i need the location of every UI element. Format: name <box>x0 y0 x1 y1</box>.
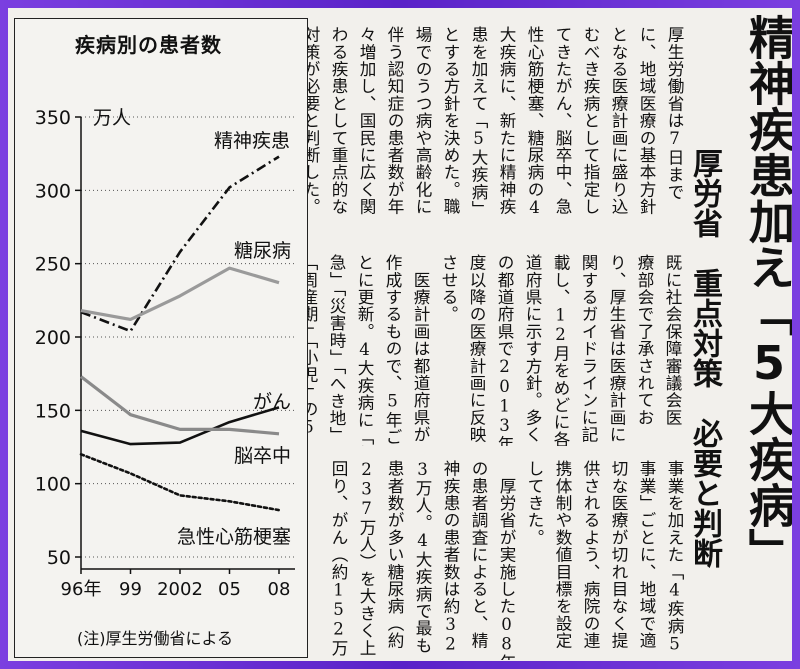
article-line: 載し、12月をめどに各都 <box>551 254 570 446</box>
article-body-tier1: 厚生労働省は7日まで に、地域医療の基本方針 となる医療計画に盛り込 むべき疾病… <box>308 26 688 244</box>
article-line: となる医療計画に盛り込 <box>609 26 628 216</box>
article-line: てきたがん、脳卒中、急 <box>553 26 572 216</box>
article-line: 「周産期」「小児」の5 <box>308 254 318 438</box>
x-tick-label: 08 <box>268 579 291 600</box>
y-tick-label: 250 <box>35 254 71 276</box>
article-line: 対策が必要と判断した。 <box>308 26 320 216</box>
article-line: に、地域医療の基本方針 <box>637 26 656 216</box>
article-line: 事業を加えた「4疾病5 <box>665 460 684 654</box>
y-tick-label: 200 <box>35 327 71 349</box>
series-label: 精神疾患 <box>214 130 290 152</box>
y-tick-label: 300 <box>35 180 71 202</box>
subhead-text: 重点対策 必要と判断 <box>687 268 722 568</box>
patient-count-chart: 疾病別の患者数 50 100 150 200 250 300 350 万人 96年 99 2002 0… <box>14 18 308 658</box>
article-line: 切な医療が切れ目なく提 <box>609 460 628 650</box>
series-line <box>80 266 280 321</box>
article-line: の都道府県で2013年 <box>495 254 514 446</box>
series-line <box>80 406 280 446</box>
article-body-tier2: 既に社会保障審議会医 療部会で了承されてお り、厚生省は医療計画に 関するガイド… <box>308 254 686 446</box>
article-line: 神疾患の患者数は約32 <box>441 460 460 654</box>
series-line <box>80 375 280 436</box>
article-line: 供されるよう、病院の連 <box>581 460 600 650</box>
article-line: 療部会で了承されてお <box>635 254 654 426</box>
x-tick-label: 99 <box>119 579 142 600</box>
article-line: 既に社会保障審議会医 <box>663 254 682 426</box>
article-line: とに更新。4大疾病に「救 <box>355 254 374 446</box>
series-label: 糖尿病 <box>234 240 291 262</box>
article-line: 大疾病に、新たに精神疾 <box>497 26 516 216</box>
series-label: がん <box>253 391 291 413</box>
article-line: 携体制や数値目標を設定 <box>553 460 572 650</box>
article-line: 回り、がん（約152万 <box>329 460 348 657</box>
article-line: 厚労省が実施した08年 <box>497 460 516 660</box>
article-line: 237万人）を大きく上 <box>357 460 376 657</box>
series-label: 急性心筋梗塞 <box>177 526 291 548</box>
series-line <box>80 155 280 333</box>
article-line: 患を加えて「5大疾病」 <box>469 26 488 218</box>
article-line: とする方針を決めた。職 <box>441 26 460 216</box>
y-tick-label: 50 <box>47 547 71 569</box>
article-subheadline: 厚労省 重点対策 必要と判断 <box>686 148 722 568</box>
chart-plot: 50 100 150 200 250 300 350 万人 96年 99 2002 05 08 精神疾患糖… <box>35 107 295 600</box>
x-tick-label: 05 <box>218 579 241 600</box>
x-tick-label: 96年 <box>61 579 102 600</box>
article-line: わる疾患として重点的な <box>329 26 348 216</box>
article-body-tier3: 事業を加えた「4疾病5 事業」ごとに、地域で適 切な医療が切れ目なく提 供される… <box>308 460 688 660</box>
article-line: 作成するもので、5年ご <box>383 254 402 446</box>
article-line: の患者調査によると、精 <box>469 460 488 650</box>
article-line: させる。 <box>439 254 458 323</box>
y-tick-label: 150 <box>35 400 71 422</box>
article-line: 度以降の医療計画に反映 <box>467 254 486 444</box>
article-line: り、厚生省は医療計画に <box>607 254 626 444</box>
series-label: 脳卒中 <box>234 445 291 467</box>
article-line: 々増加し、国民に広く関 <box>357 26 376 216</box>
article-line: むべき疾病として指定し <box>581 26 600 216</box>
article-line: 急」「災害時」「へき地」 <box>327 254 346 444</box>
article-line: 事業」ごとに、地域で適 <box>637 460 656 650</box>
subhead-org: 厚労省 <box>687 148 722 238</box>
article-line: 医療計画は都道府県が <box>411 254 430 444</box>
y-unit-label: 万人 <box>93 107 131 129</box>
y-tick-label: 100 <box>35 474 71 496</box>
chart-source-note: (注)厚生労働省による <box>77 629 234 648</box>
article-line: 3万人。4大疾病で最も <box>413 460 432 654</box>
article-line: 患者数が多い糖尿病（約 <box>385 460 404 650</box>
chart-title: 疾病別の患者数 <box>75 33 222 57</box>
article-line: 性心筋梗塞、糖尿病の4 <box>525 26 544 218</box>
article-line: 場でのうつ病や高齢化に <box>413 26 432 216</box>
newspaper-clipping: 疾病別の患者数 50 100 150 200 250 300 350 万人 96年 99 2002 0… <box>8 8 792 661</box>
y-tick-label: 350 <box>35 107 71 129</box>
series-line <box>79 452 281 512</box>
article-line: 厚生労働省は7日まで <box>665 26 684 201</box>
article-line: 関するガイドラインに記 <box>579 254 598 444</box>
article-line: 道府県に示す方針。多く <box>523 254 542 444</box>
article-headline: 精神疾患加え「5大疾病」 <box>742 14 792 574</box>
article-line: 伴う認知症の患者数が年 <box>385 26 404 216</box>
article-line: してきた。 <box>525 460 544 546</box>
x-tick-label: 2002 <box>157 579 203 600</box>
